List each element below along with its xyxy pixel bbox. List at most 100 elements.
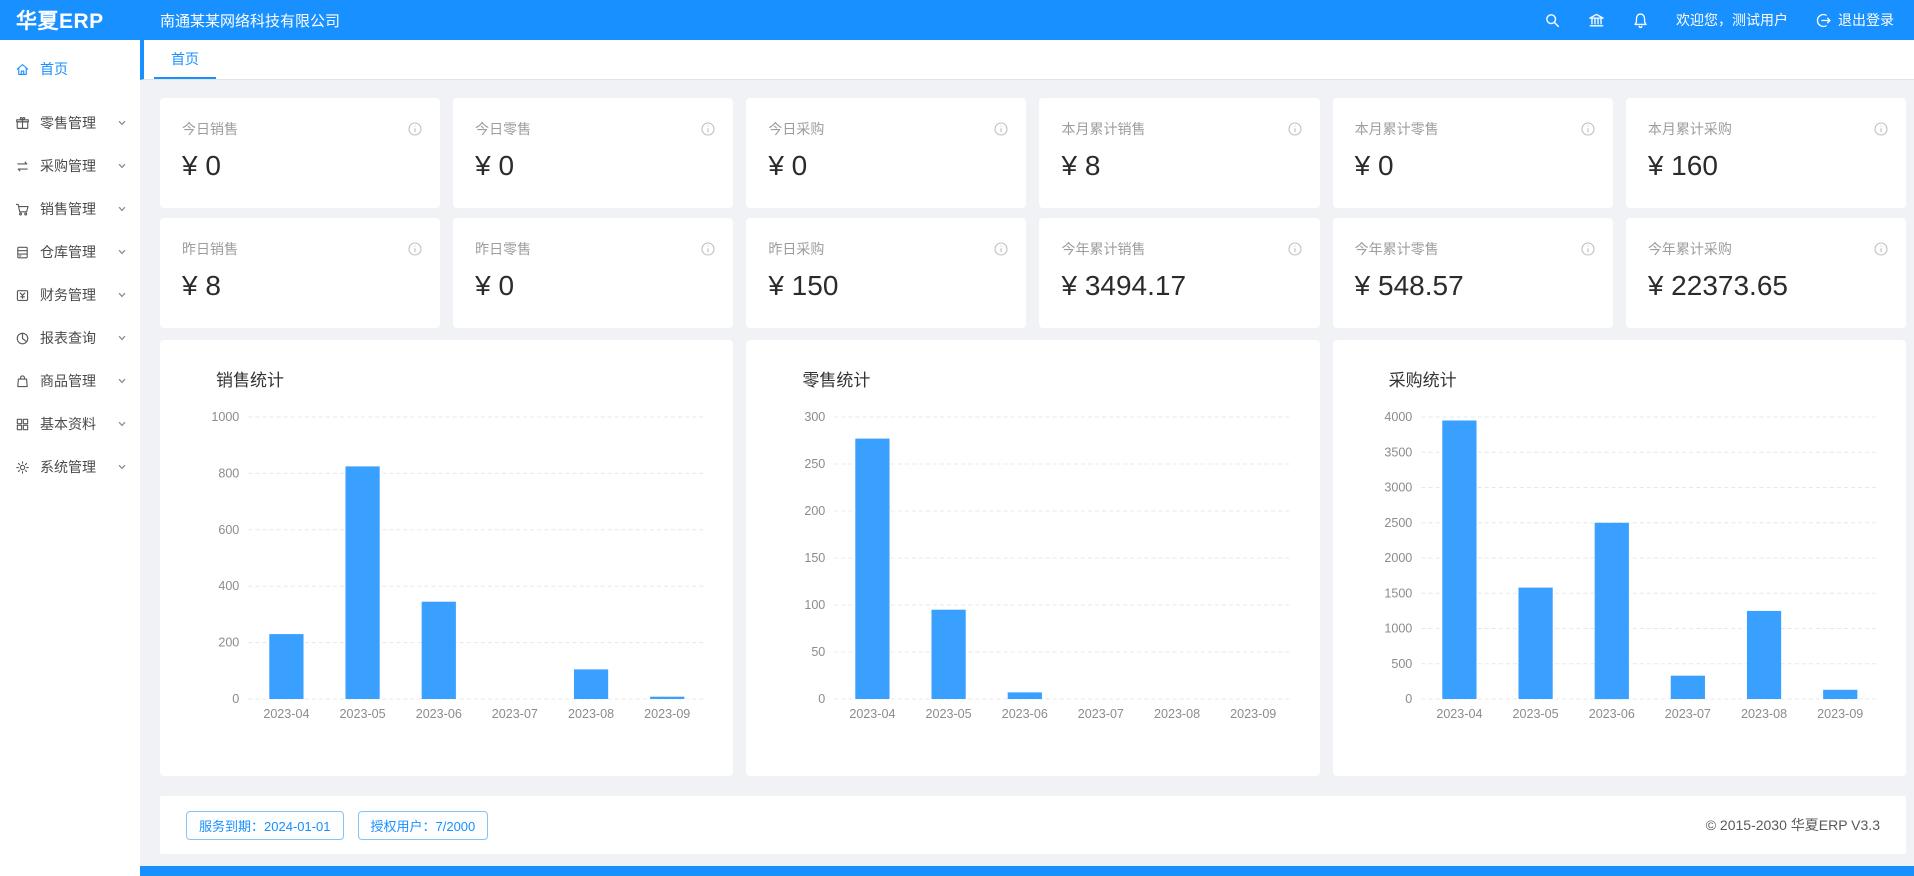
- gear-icon: [15, 460, 30, 475]
- svg-text:500: 500: [1391, 657, 1412, 671]
- stat-card-title: 今年累计零售: [1354, 241, 1439, 257]
- sidebar-item-0[interactable]: 首页: [0, 49, 140, 89]
- info-icon[interactable]: [1874, 242, 1888, 256]
- chart-panel-2: 采购统计 0 500 1000 1500 2000 2500 3000 3500 4000 2023…: [1332, 340, 1906, 776]
- svg-text:2023-05: 2023-05: [340, 707, 386, 721]
- tab-bar: 首页: [140, 40, 1914, 80]
- bank-icon[interactable]: [1588, 12, 1605, 29]
- sidebar-item-5[interactable]: 财务管理: [0, 275, 140, 315]
- stat-card-value: ¥ 0: [1354, 150, 1394, 181]
- chevron-down-icon: [117, 204, 127, 214]
- svg-text:2023-04: 2023-04: [1436, 707, 1482, 721]
- app-logo: 华夏ERP: [16, 10, 104, 33]
- stat-card-value: ¥ 0: [768, 150, 808, 181]
- svg-text:100: 100: [805, 598, 826, 612]
- svg-text:2023-04: 2023-04: [850, 707, 896, 721]
- stat-card-title: 本月累计零售: [1354, 121, 1439, 137]
- svg-text:2023-05: 2023-05: [1512, 707, 1558, 721]
- home-icon: [15, 62, 30, 77]
- logout-icon: [1815, 12, 1832, 29]
- stat-card-value: ¥ 8: [1061, 150, 1101, 181]
- stat-card-title: 本月累计销售: [1061, 121, 1146, 137]
- stat-card-title: 昨日零售: [475, 241, 532, 257]
- sidebar-item-4[interactable]: 仓库管理: [0, 232, 140, 272]
- stat-card-value: ¥ 0: [475, 150, 515, 181]
- cart-icon: [15, 202, 30, 217]
- info-icon[interactable]: [994, 122, 1009, 136]
- search-icon[interactable]: [1544, 12, 1561, 29]
- stat-card-3: 本月累计销售 ¥ 8: [1039, 98, 1320, 208]
- info-icon[interactable]: [701, 242, 715, 256]
- sidebar-item-label: 零售管理: [40, 115, 96, 131]
- svg-text:4000: 4000: [1384, 410, 1412, 424]
- chart-title: 销售统计: [216, 371, 284, 390]
- stat-card-value: ¥ 22373.65: [1647, 270, 1788, 301]
- svg-text:50: 50: [812, 645, 826, 659]
- svg-text:2023-06: 2023-06: [1588, 707, 1634, 721]
- svg-text:300: 300: [805, 410, 826, 424]
- svg-text:1500: 1500: [1384, 586, 1412, 600]
- svg-text:2023-06: 2023-06: [416, 707, 462, 721]
- bag-icon: [15, 374, 30, 389]
- chevron-down-icon: [117, 247, 127, 257]
- chevron-down-icon: [117, 118, 127, 128]
- info-icon[interactable]: [1874, 122, 1888, 136]
- info-icon[interactable]: [1288, 242, 1302, 256]
- svg-text:400: 400: [218, 579, 239, 593]
- sidebar-item-7[interactable]: 商品管理: [0, 361, 140, 401]
- stat-card-title: 今日零售: [475, 121, 532, 137]
- info-icon[interactable]: [1288, 122, 1302, 136]
- svg-text:0: 0: [232, 692, 239, 706]
- svg-text:2023-07: 2023-07: [492, 707, 538, 721]
- sidebar-item-2[interactable]: 采购管理: [0, 146, 140, 186]
- stat-card-value: ¥ 0: [475, 270, 515, 301]
- sidebar-item-1[interactable]: 零售管理: [0, 103, 140, 143]
- sidebar-item-label: 仓库管理: [40, 244, 96, 260]
- logout-button[interactable]: 退出登录: [1815, 10, 1894, 30]
- svg-text:3000: 3000: [1384, 481, 1412, 495]
- info-icon[interactable]: [1581, 122, 1595, 136]
- info-icon[interactable]: [408, 242, 422, 256]
- svg-text:200: 200: [218, 636, 239, 650]
- bar-chart: 0 200 400 600 800 1000 2023-04 2023-05 2023-06 20…: [211, 410, 706, 721]
- info-icon[interactable]: [701, 122, 715, 136]
- info-icon[interactable]: [994, 242, 1009, 256]
- tab-home[interactable]: 首页: [154, 40, 216, 79]
- stat-card-10: 今年累计零售 ¥ 548.57: [1332, 218, 1613, 328]
- sidebar-item-8[interactable]: 基本资料: [0, 404, 140, 444]
- chevron-down-icon: [117, 333, 127, 343]
- stat-card-9: 今年累计销售 ¥ 3494.17: [1039, 218, 1320, 328]
- copyright-text: © 2015-2030 华夏ERP V3.3: [1705, 817, 1880, 833]
- stat-card-value: ¥ 8: [182, 270, 221, 301]
- info-icon[interactable]: [1581, 242, 1595, 256]
- chevron-down-icon: [117, 419, 127, 429]
- chevron-down-icon: [117, 290, 127, 300]
- stat-card-2: 今日采购 ¥ 0: [746, 98, 1027, 208]
- bell-icon[interactable]: [1632, 12, 1649, 29]
- grid-icon: [15, 417, 30, 432]
- chevron-down-icon: [117, 376, 127, 386]
- header-actions: 欢迎您，测试用户 退出登录: [1544, 10, 1914, 30]
- svg-text:1000: 1000: [211, 410, 239, 424]
- svg-text:3500: 3500: [1384, 445, 1412, 459]
- chart-title: 零售统计: [802, 371, 871, 390]
- sidebar-item-9[interactable]: 系统管理: [0, 447, 140, 487]
- sidebar-nav: 首页零售管理采购管理 销售管理仓库管理财务管理报表查询 商品管理 基本资料 系统管理: [0, 40, 140, 876]
- sidebar-item-label: 财务管理: [40, 287, 96, 303]
- stat-card-value: ¥ 3494.17: [1061, 270, 1187, 301]
- svg-text:2023-09: 2023-09: [1817, 707, 1863, 721]
- stat-card-5: 本月累计采购 ¥ 160: [1625, 98, 1906, 208]
- svg-text:2023-09: 2023-09: [1230, 707, 1276, 721]
- stat-card-8: 昨日采购 ¥ 150: [746, 218, 1027, 328]
- bar-chart: 0 50 100 150 200 250 300 2023-04 2023-05 2023-06 2…: [805, 410, 1292, 721]
- info-icon[interactable]: [408, 122, 422, 136]
- welcome-user: 欢迎您，测试用户: [1676, 10, 1788, 30]
- sidebar-item-3[interactable]: 销售管理: [0, 189, 140, 229]
- sidebar-item-6[interactable]: 报表查询: [0, 318, 140, 358]
- stat-card-4: 本月累计零售 ¥ 0: [1332, 98, 1613, 208]
- chart-panel-0: 销售统计 0 200 400 600 800 1000 2023-04 2023-05 2023-…: [160, 340, 734, 776]
- svg-text:0: 0: [1405, 692, 1412, 706]
- svg-text:2023-07: 2023-07: [1078, 707, 1124, 721]
